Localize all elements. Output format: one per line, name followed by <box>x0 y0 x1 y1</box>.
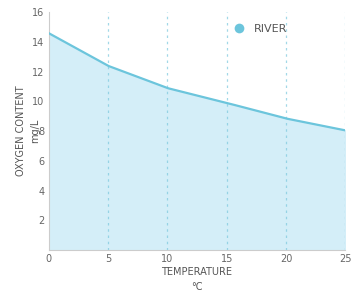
Y-axis label: OXYGEN CONTENT
mg/L: OXYGEN CONTENT mg/L <box>15 86 40 176</box>
X-axis label: TEMPERATURE
°C: TEMPERATURE °C <box>162 267 233 292</box>
Legend: RIVER: RIVER <box>223 20 292 38</box>
